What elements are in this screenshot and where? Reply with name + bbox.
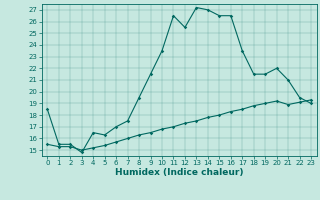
- X-axis label: Humidex (Indice chaleur): Humidex (Indice chaleur): [115, 168, 244, 177]
